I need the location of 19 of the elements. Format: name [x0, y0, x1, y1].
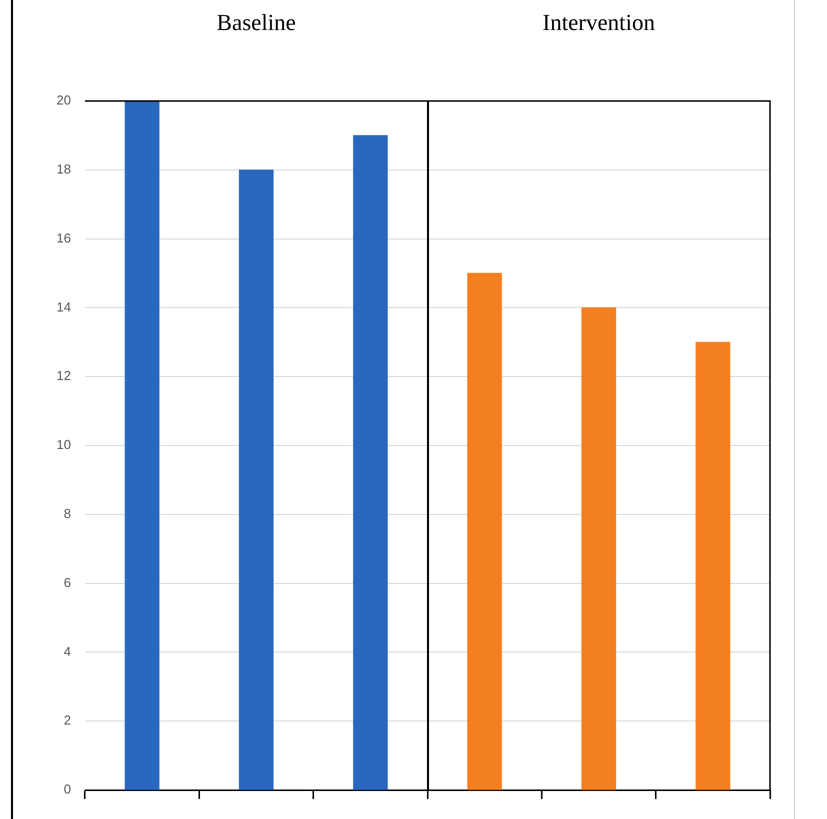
bar — [124, 101, 160, 790]
y-tick-label: 18 — [56, 161, 71, 176]
bar — [696, 342, 730, 790]
y-tick-label: 20 — [56, 92, 71, 108]
bar — [238, 170, 274, 790]
bar — [581, 307, 616, 790]
y-tick-label: 16 — [56, 230, 71, 246]
y-tick-label: 4 — [64, 644, 71, 659]
y-tick-label: 8 — [64, 506, 71, 521]
y-tick-label: 2 — [64, 712, 71, 728]
y-tick-label: 14 — [56, 299, 71, 314]
text: Intervention — [542, 10, 655, 36]
y-tick-label: 10 — [56, 437, 71, 452]
y-tick-label: 6 — [64, 574, 71, 590]
y-tick-label: 12 — [56, 368, 71, 384]
y-tick-label: 0 — [64, 782, 71, 797]
bar — [467, 272, 502, 790]
bar — [353, 135, 388, 790]
text: Baseline — [216, 10, 296, 36]
